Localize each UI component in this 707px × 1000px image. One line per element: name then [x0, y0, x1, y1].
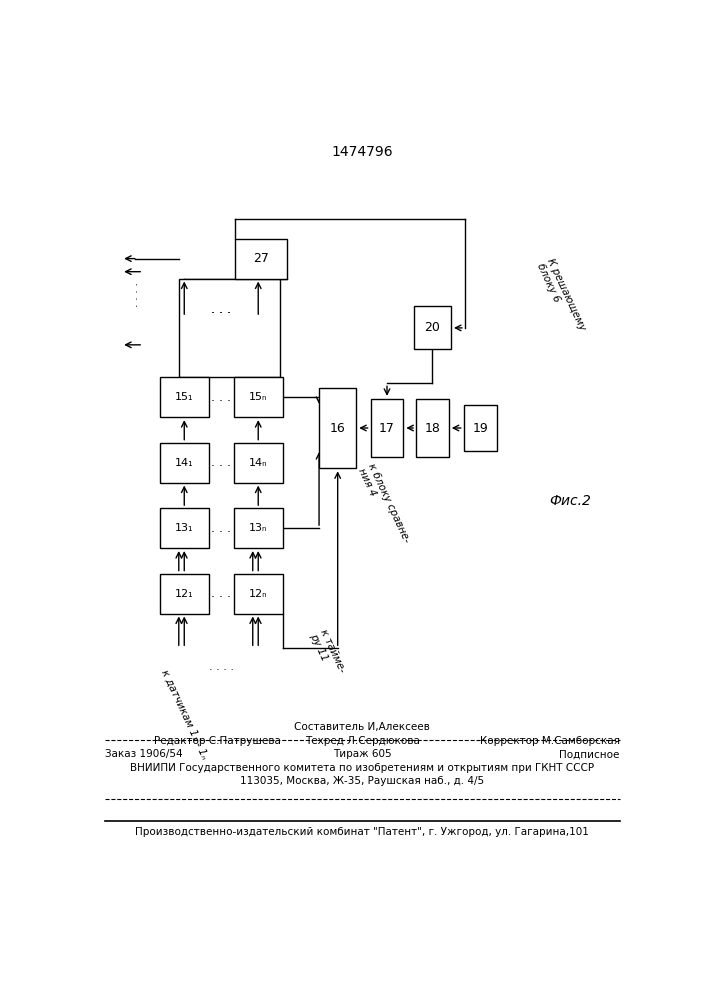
Text: . . .: . . . — [211, 391, 231, 404]
Text: ВНИИПИ Государственного комитета по изобретениям и открытиям при ГКНТ СССР: ВНИИПИ Государственного комитета по изоб… — [130, 763, 595, 773]
Bar — [160, 377, 209, 417]
Text: . . .: . . . — [211, 522, 231, 535]
Bar — [464, 405, 496, 451]
Text: 17: 17 — [379, 422, 395, 434]
Text: 19: 19 — [472, 422, 488, 434]
Text: . . .: . . . — [211, 587, 231, 600]
Text: 14ₙ: 14ₙ — [249, 458, 267, 468]
Text: Редактор С.Патрушева: Редактор С.Патрушева — [154, 736, 281, 746]
Bar — [160, 443, 209, 483]
Text: 14₁: 14₁ — [175, 458, 194, 468]
Text: Корректор М.Самборская: Корректор М.Самборская — [480, 736, 620, 746]
Text: 12ₙ: 12ₙ — [249, 589, 267, 599]
Bar — [233, 443, 283, 483]
Bar — [233, 508, 283, 548]
Text: 1474796: 1474796 — [332, 145, 393, 159]
Text: 20: 20 — [424, 321, 440, 334]
Bar — [233, 574, 283, 614]
Bar — [160, 574, 209, 614]
Bar — [370, 399, 404, 457]
Bar — [416, 399, 449, 457]
Text: Подписное: Подписное — [559, 749, 620, 759]
Text: . . .: . . . — [211, 303, 231, 316]
Bar — [319, 388, 356, 468]
Text: 15₁: 15₁ — [175, 392, 194, 402]
Bar — [160, 508, 209, 548]
Text: Тираж 605: Тираж 605 — [333, 749, 392, 759]
Text: к тайме-
ру 11: к тайме- ру 11 — [308, 627, 347, 679]
Text: Фис.2: Фис.2 — [549, 494, 592, 508]
Text: . . .: . . . — [211, 303, 231, 316]
Text: Составитель И,Алексеев: Составитель И,Алексеев — [294, 722, 431, 732]
Text: 27: 27 — [253, 252, 269, 265]
Text: Заказ 1906/54: Заказ 1906/54 — [105, 749, 182, 759]
Text: 16: 16 — [329, 422, 346, 434]
Text: 13₁: 13₁ — [175, 523, 194, 533]
Text: 15ₙ: 15ₙ — [249, 392, 267, 402]
Bar — [414, 306, 451, 349]
Text: . . . .: . . . . — [209, 662, 234, 672]
Bar — [233, 377, 283, 417]
Text: Производственно-издательский комбинат "Патент", г. Ужгород, ул. Гагарина,101: Производственно-издательский комбинат "П… — [136, 827, 589, 837]
Text: 18: 18 — [424, 422, 440, 434]
Bar — [179, 279, 280, 377]
Text: . . .: . . . — [211, 456, 231, 469]
Text: 12₁: 12₁ — [175, 589, 194, 599]
Text: к блоку сравне-
ния 4: к блоку сравне- ния 4 — [356, 461, 411, 549]
Text: К решающему
блоку 6: К решающему блоку 6 — [535, 257, 588, 337]
Text: к датчикам 1₁ - 1ₙ: к датчикам 1₁ - 1ₙ — [160, 668, 210, 761]
Text: 13ₙ: 13ₙ — [249, 523, 267, 533]
Text: Техред Л.Сердюкова: Техред Л.Сердюкова — [305, 736, 420, 746]
Bar — [235, 239, 287, 279]
Text: 113035, Москва, Ж-35, Раушская наб., д. 4/5: 113035, Москва, Ж-35, Раушская наб., д. … — [240, 776, 484, 786]
Text: . . . .: . . . . — [130, 282, 140, 307]
